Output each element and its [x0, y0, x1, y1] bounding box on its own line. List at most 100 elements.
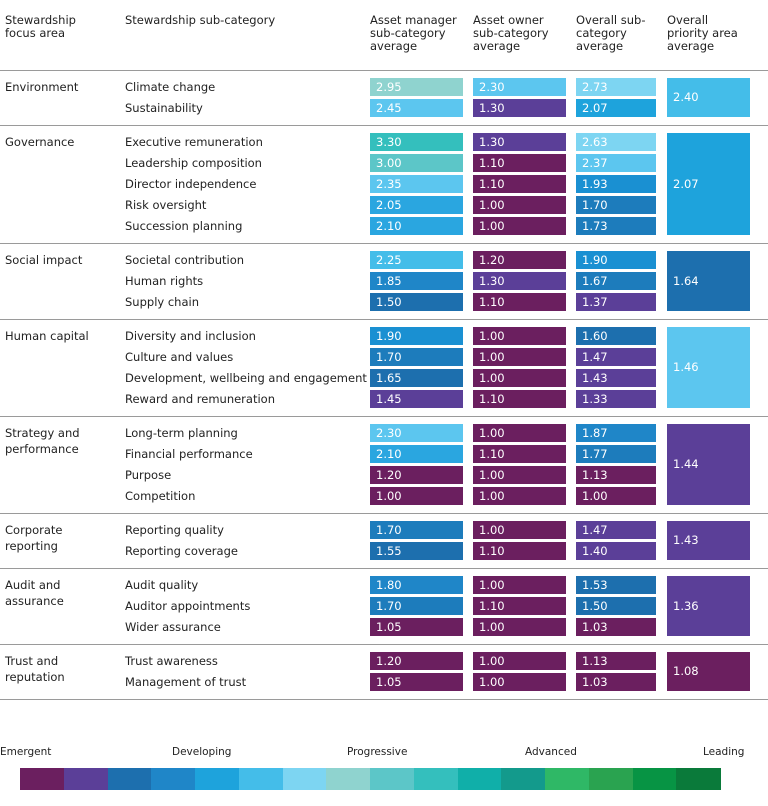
legend-swatch — [238, 768, 283, 790]
sub-category: Risk oversight — [125, 198, 207, 212]
score-cell: 1.10 — [473, 154, 566, 172]
legend-swatch — [545, 768, 590, 790]
score-cell: 1.47 — [576, 521, 656, 539]
legend-swatch — [63, 768, 108, 790]
score-cell: 2.63 — [576, 133, 656, 151]
sub-category: Societal contribution — [125, 253, 245, 267]
priority-cell: 1.44 — [667, 424, 750, 505]
score-cell: 1.70 — [576, 196, 656, 214]
score-cell: 1.00 — [473, 521, 566, 539]
priority-cell: 2.40 — [667, 78, 750, 117]
legend-swatch — [20, 768, 65, 790]
score-cell: 1.10 — [473, 597, 566, 615]
score-cell: 1.00 — [473, 466, 566, 484]
score-cell: 2.45 — [370, 99, 463, 117]
score-cell: 1.00 — [473, 673, 566, 691]
score-cell: 1.30 — [473, 99, 566, 117]
score-cell: 1.20 — [370, 466, 463, 484]
score-cell: 1.00 — [473, 196, 566, 214]
score-cell: 1.50 — [370, 293, 463, 311]
score-cell: 1.60 — [576, 327, 656, 345]
focus-area: Human capital — [5, 329, 89, 343]
score-cell: 1.50 — [576, 597, 656, 615]
focus-area: reporting — [5, 539, 58, 553]
sub-category: Competition — [125, 489, 196, 503]
focus-area: Audit and — [5, 578, 61, 592]
score-cell: 1.80 — [370, 576, 463, 594]
legend-swatch — [632, 768, 677, 790]
score-cell: 2.25 — [370, 251, 463, 269]
score-cell: 1.43 — [576, 369, 656, 387]
score-cell: 1.90 — [576, 251, 656, 269]
sub-category: Auditor appointments — [125, 599, 251, 613]
column-header: Stewardship sub-category — [125, 13, 276, 27]
priority-cell: 1.08 — [667, 652, 750, 691]
sub-category: Reporting quality — [125, 523, 224, 537]
score-cell: 1.73 — [576, 217, 656, 235]
sub-category: Wider assurance — [125, 620, 221, 634]
score-cell: 1.30 — [473, 133, 566, 151]
column-header: sub-category — [473, 26, 549, 40]
column-header: sub-category — [370, 26, 446, 40]
legend-label: Developing — [172, 746, 232, 758]
sub-category: Human rights — [125, 274, 204, 288]
score-cell: 1.00 — [370, 487, 463, 505]
sub-category: Supply chain — [125, 295, 199, 309]
score-cell: 1.93 — [576, 175, 656, 193]
sub-category: Climate change — [125, 80, 216, 94]
legend-swatch — [413, 768, 458, 790]
separator — [0, 125, 768, 126]
focus-area: Environment — [5, 80, 79, 94]
focus-area: performance — [5, 442, 79, 456]
score-cell: 1.20 — [370, 652, 463, 670]
score-cell: 1.00 — [473, 576, 566, 594]
column-header: focus area — [5, 26, 65, 40]
score-cell: 1.10 — [473, 175, 566, 193]
score-cell: 1.10 — [473, 293, 566, 311]
legend-swatch — [151, 768, 196, 790]
sub-category: Development, wellbeing and engagement — [125, 371, 367, 385]
score-cell: 1.10 — [473, 390, 566, 408]
column-header: Overall sub- — [576, 13, 646, 27]
score-cell: 1.70 — [370, 521, 463, 539]
score-cell: 2.37 — [576, 154, 656, 172]
score-cell: 1.77 — [576, 445, 656, 463]
column-header: average — [667, 39, 715, 53]
score-cell: 1.70 — [370, 597, 463, 615]
legend-label: Advanced — [525, 746, 577, 758]
focus-area: Corporate — [5, 523, 63, 537]
score-cell: 1.47 — [576, 348, 656, 366]
score-cell: 1.00 — [473, 652, 566, 670]
score-cell: 2.73 — [576, 78, 656, 96]
column-header: Stewardship — [5, 13, 76, 27]
separator — [0, 70, 768, 71]
score-cell: 1.00 — [473, 348, 566, 366]
sub-category: Audit quality — [125, 578, 199, 592]
score-cell: 2.35 — [370, 175, 463, 193]
sub-category: Trust awareness — [125, 654, 218, 668]
column-header: Asset manager — [370, 13, 457, 27]
sub-category: Succession planning — [125, 219, 243, 233]
separator — [0, 568, 768, 569]
sub-category: Reporting coverage — [125, 544, 238, 558]
score-cell: 1.20 — [473, 251, 566, 269]
column-header: average — [473, 39, 521, 53]
legend-label: Progressive — [347, 746, 408, 758]
score-cell: 1.70 — [370, 348, 463, 366]
score-cell: 1.67 — [576, 272, 656, 290]
score-cell: 1.03 — [576, 618, 656, 636]
score-cell: 1.13 — [576, 652, 656, 670]
score-cell: 1.03 — [576, 673, 656, 691]
legend-swatch — [676, 768, 721, 790]
separator — [0, 319, 768, 320]
sub-category: Long-term planning — [125, 426, 238, 440]
score-cell: 2.95 — [370, 78, 463, 96]
sub-category: Diversity and inclusion — [125, 329, 256, 343]
legend-swatch — [195, 768, 240, 790]
sub-category: Director independence — [125, 177, 257, 191]
score-cell: 1.00 — [576, 487, 656, 505]
score-cell: 1.00 — [473, 217, 566, 235]
score-cell: 1.00 — [473, 487, 566, 505]
focus-area: Social impact — [5, 253, 83, 267]
score-cell: 1.33 — [576, 390, 656, 408]
